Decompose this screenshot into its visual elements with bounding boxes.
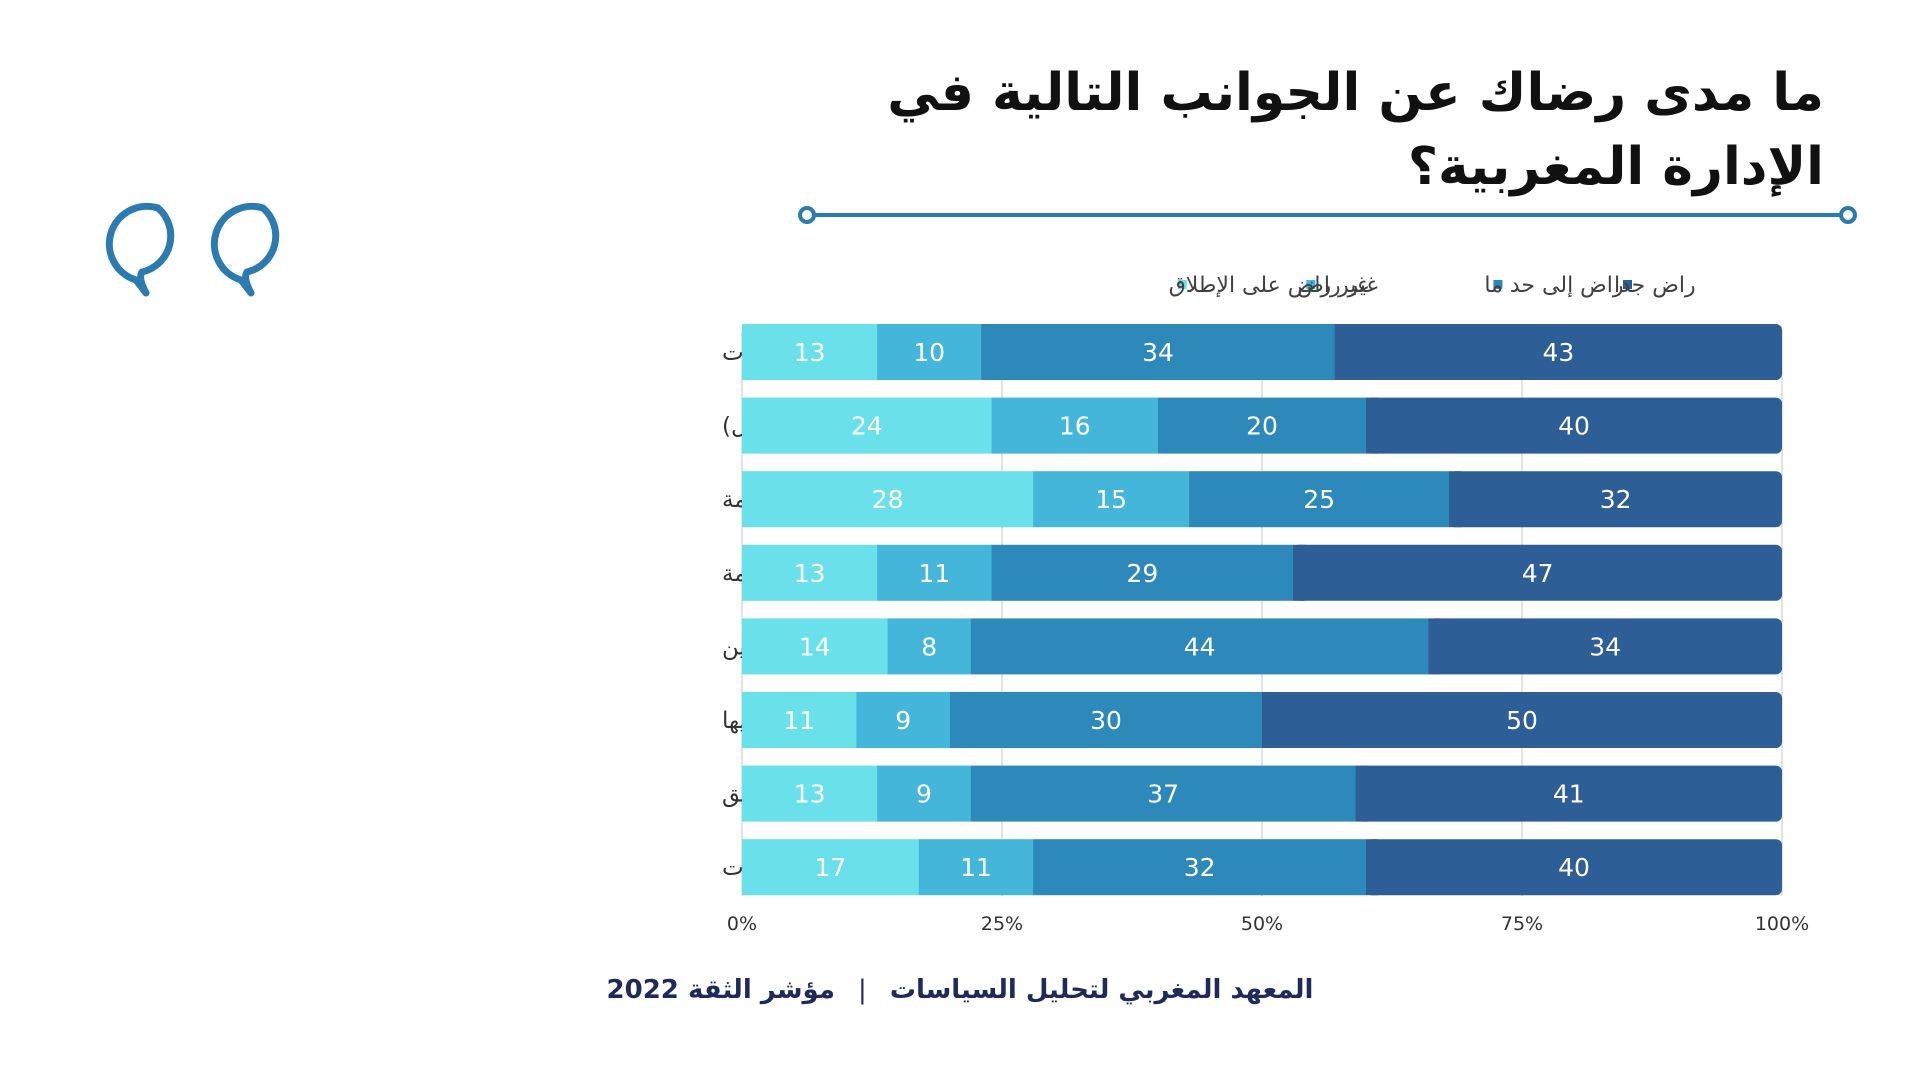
bar-segment [991, 397, 1159, 454]
data-label: 34 [1142, 338, 1174, 367]
bar-segment [742, 618, 889, 675]
bar-segment-fill [1428, 618, 1441, 675]
bar-segment [1366, 839, 1782, 896]
legend-label: غير راض [1297, 273, 1378, 298]
data-label: 34 [1589, 632, 1621, 661]
data-label: 20 [1246, 412, 1278, 441]
bar-segment [1262, 692, 1782, 748]
bar-segment-fill [1262, 692, 1274, 748]
footer-institute: المعهد المغربي لتحليل السياسات [889, 975, 1314, 1005]
x-tick-label: 50% [1241, 913, 1283, 935]
bar-segment [1033, 839, 1367, 896]
x-tick-label: 0% [727, 913, 757, 935]
data-label: 28 [872, 485, 904, 514]
bar-segment [1355, 765, 1782, 822]
bar-segment [742, 471, 1034, 528]
footer-index: مؤشر الثقة 2022 [606, 975, 835, 1005]
bar-segment [877, 544, 993, 601]
bar-segment-fill [1366, 839, 1378, 896]
data-label: 50 [1506, 706, 1538, 735]
data-label: 13 [794, 780, 826, 809]
bar-segment [1366, 397, 1782, 454]
bar-segment [742, 324, 878, 380]
data-label: 9 [895, 706, 911, 735]
bar-segment [856, 692, 951, 748]
title-divider [798, 206, 1857, 224]
data-label: 11 [783, 706, 815, 735]
data-label: 44 [1184, 632, 1216, 661]
bar-segment [1189, 471, 1450, 528]
legend-label: غير راض على الإطلاق [1169, 273, 1369, 298]
data-label: 32 [1600, 485, 1632, 514]
legend-label: راض إلى حد ما [1484, 273, 1623, 298]
bar-segment [742, 839, 920, 896]
bar-segment [877, 765, 972, 822]
bar-segment [981, 324, 1336, 380]
bar-segment-fill [1366, 397, 1378, 454]
bar-segment [1158, 397, 1367, 454]
data-label: 17 [814, 853, 846, 882]
data-label: 37 [1147, 780, 1179, 809]
data-label: 8 [921, 632, 937, 661]
data-label: 43 [1542, 338, 1574, 367]
bar-segment [1293, 544, 1782, 601]
x-tick-label: 75% [1501, 913, 1543, 935]
legend-swatch [1493, 280, 1503, 289]
bar-segment [742, 765, 878, 822]
legend-swatch [1177, 280, 1187, 289]
bar-segment [991, 544, 1294, 601]
data-label: 10 [913, 338, 945, 367]
data-label: 40 [1558, 412, 1590, 441]
data-label: 30 [1090, 706, 1122, 735]
data-label: 32 [1184, 853, 1216, 882]
bar-segment-fill [1334, 324, 1347, 380]
legend-swatch [1623, 280, 1632, 289]
data-label: 41 [1553, 780, 1585, 809]
bar-segment [1334, 324, 1782, 380]
bar-segment [970, 618, 1429, 675]
data-label: 13 [794, 559, 826, 588]
data-label: 11 [960, 853, 992, 882]
x-tick-label: 25% [981, 913, 1023, 935]
quotation-mark-icon [105, 202, 280, 297]
data-label: 14 [799, 632, 831, 661]
bar-segment-fill [1449, 471, 1462, 528]
title-divider-right-dot [1839, 206, 1857, 224]
bar-segment [887, 618, 972, 675]
data-label: 25 [1303, 485, 1335, 514]
footer: المعهد المغربي لتحليل السياسات | مؤشر ال… [0, 975, 1920, 1005]
page-title: ما مدى رضاك عن الجوانب التالية في الإدار… [887, 63, 1824, 197]
bar-segment [1033, 471, 1190, 528]
bar-segment-fill [1355, 765, 1368, 822]
bar-segment [742, 544, 878, 601]
legend-label: راض جدا [1614, 273, 1696, 298]
bar-segment-fill [1293, 544, 1306, 601]
bar-segment [950, 692, 1263, 748]
bar-segment [970, 765, 1357, 822]
data-label: 29 [1126, 559, 1158, 588]
legend-swatch [1306, 280, 1316, 289]
data-label: 13 [794, 338, 826, 367]
footer-separator: | [857, 975, 867, 1005]
x-tick-label: 100% [1755, 913, 1809, 935]
data-label: 24 [851, 412, 883, 441]
bar-segment [742, 397, 993, 454]
data-label: 16 [1059, 412, 1091, 441]
bar-segment [1428, 618, 1782, 675]
bar-segment [877, 324, 982, 380]
bar-segment [918, 839, 1034, 896]
bar-segment [1449, 471, 1782, 528]
title-divider-left-dot [798, 206, 816, 224]
data-label: 47 [1522, 559, 1554, 588]
data-label: 40 [1558, 853, 1590, 882]
data-label: 11 [918, 559, 950, 588]
data-label: 15 [1095, 485, 1127, 514]
bar-segment [742, 692, 857, 748]
data-label: 9 [916, 780, 932, 809]
